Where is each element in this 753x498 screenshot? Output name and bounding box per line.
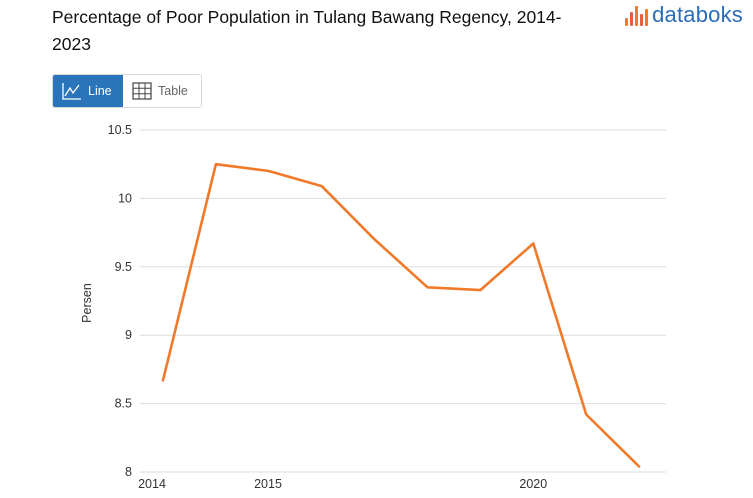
table-view-button[interactable]: Table	[123, 75, 201, 107]
data-point	[159, 376, 167, 384]
brand-name: databoks	[652, 2, 743, 27]
brand-logo[interactable]: databoks	[625, 2, 743, 28]
data-point	[318, 182, 326, 190]
chart-title: Percentage of Poor Population in Tulang …	[52, 7, 562, 54]
y-tick-label: 10	[118, 191, 132, 205]
x-tick-label: 2020	[519, 477, 547, 491]
y-axis-label: Persen	[80, 283, 94, 323]
data-point	[371, 235, 379, 243]
data-point	[424, 283, 432, 291]
y-tick-label: 10.5	[108, 123, 132, 137]
data-point	[582, 411, 590, 419]
x-tick-label: 2014	[138, 477, 166, 491]
y-tick-label: 9	[125, 328, 132, 342]
view-toggle: Line Table	[52, 74, 202, 108]
table-grid-icon	[132, 82, 152, 100]
data-point	[635, 463, 643, 471]
line-view-button[interactable]: Line	[53, 75, 123, 107]
series-line	[161, 162, 641, 468]
line-chart-icon	[62, 82, 82, 100]
y-tick-label: 9.5	[115, 260, 132, 274]
data-point	[529, 240, 537, 248]
data-point	[265, 167, 273, 175]
databoks-logo-icon	[625, 4, 649, 26]
data-point	[212, 160, 220, 168]
line-view-label: Line	[88, 84, 112, 98]
table-view-label: Table	[158, 84, 188, 98]
y-tick-label: 8	[125, 465, 132, 479]
x-tick-label: 2015	[254, 477, 282, 491]
data-point	[476, 286, 484, 294]
y-tick-label: 8.5	[115, 397, 132, 411]
